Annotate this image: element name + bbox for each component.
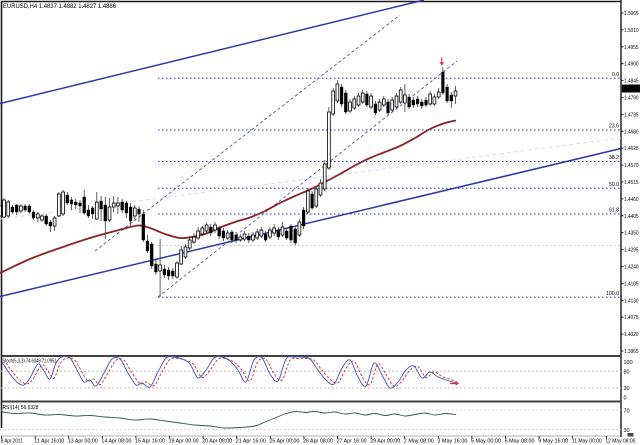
svg-text:EURUSD,H4 1.4837 1.4882 1.482: EURUSD,H4 1.4837 1.4882 1.4827 1.4866 <box>3 3 116 10</box>
svg-text:11 May 00:00: 11 May 00:00 <box>572 439 602 445</box>
svg-text:1.4845: 1.4845 <box>624 79 639 85</box>
svg-text:1.4075: 1.4075 <box>624 315 639 321</box>
svg-text:0: 0 <box>624 396 627 402</box>
svg-text:RSI(14) 56.6328: RSI(14) 56.6328 <box>3 405 39 411</box>
svg-text:100: 100 <box>624 360 633 366</box>
svg-text:23.6: 23.6 <box>609 124 619 130</box>
svg-text:Stoch(5,3,3) 74.6049 71.0951: Stoch(5,3,3) 74.6049 71.0951 <box>3 359 57 365</box>
svg-text:21 Apr 16:00: 21 Apr 16:00 <box>236 439 266 445</box>
svg-text:27 Apr 16:00: 27 Apr 16:00 <box>337 439 367 445</box>
svg-text:13 Apr 00:00: 13 Apr 00:00 <box>68 439 98 445</box>
svg-text:1.4185: 1.4185 <box>624 281 639 287</box>
svg-text:19 Apr 00:00: 19 Apr 00:00 <box>169 439 199 445</box>
svg-text:1.3965: 1.3965 <box>624 349 639 355</box>
svg-text:80: 80 <box>624 369 630 375</box>
svg-text:1.4570: 1.4570 <box>624 163 639 169</box>
svg-text:1.5065: 1.5065 <box>624 11 639 17</box>
svg-text:29 Apr 00:00: 29 Apr 00:00 <box>370 439 400 445</box>
svg-text:9 May 16:00: 9 May 16:00 <box>538 439 568 445</box>
svg-text:1.5010: 1.5010 <box>624 28 639 34</box>
svg-text:1.4790: 1.4790 <box>624 96 639 102</box>
svg-text:30: 30 <box>624 428 630 434</box>
svg-text:1.4515: 1.4515 <box>624 180 639 186</box>
svg-text:1.4900: 1.4900 <box>624 62 639 68</box>
svg-text:0.0: 0.0 <box>612 72 619 78</box>
svg-text:8 Apr 2011: 8 Apr 2011 <box>1 439 23 445</box>
svg-text:1.4405: 1.4405 <box>624 214 639 220</box>
svg-text:1.4240: 1.4240 <box>624 265 639 271</box>
svg-text:50.0: 50.0 <box>609 182 619 188</box>
svg-text:5 May 00:00: 5 May 00:00 <box>471 439 501 445</box>
svg-text:12 May 08:00: 12 May 08:00 <box>605 439 635 445</box>
svg-text:26 Apr 08:00: 26 Apr 08:00 <box>303 439 333 445</box>
svg-text:6 May 08:00: 6 May 08:00 <box>505 439 535 445</box>
svg-text:100.0: 100.0 <box>606 291 619 297</box>
svg-text:3 May 16:00: 3 May 16:00 <box>437 439 467 445</box>
svg-text:1.4680: 1.4680 <box>624 129 639 135</box>
svg-text:1.4020: 1.4020 <box>624 332 639 338</box>
svg-text:11 Apr 16:00: 11 Apr 16:00 <box>34 439 64 445</box>
svg-text:1.4955: 1.4955 <box>624 45 639 51</box>
svg-text:1.4625: 1.4625 <box>624 146 639 152</box>
svg-text:20 Apr 08:00: 20 Apr 08:00 <box>202 439 232 445</box>
svg-text:61.8: 61.8 <box>609 208 619 214</box>
svg-text:25 Apr 00:00: 25 Apr 00:00 <box>269 439 299 445</box>
svg-text:2 May 08:00: 2 May 08:00 <box>404 439 434 445</box>
svg-text:1.4350: 1.4350 <box>624 231 639 237</box>
svg-text:1.4130: 1.4130 <box>624 298 639 304</box>
svg-text:15 Apr 16:00: 15 Apr 16:00 <box>135 439 165 445</box>
svg-text:1.4864: 1.4864 <box>624 87 639 93</box>
svg-text:1.4735: 1.4735 <box>624 112 639 118</box>
svg-text:1.4295: 1.4295 <box>624 248 639 254</box>
svg-text:20: 20 <box>624 386 630 392</box>
svg-text:70: 70 <box>624 409 630 415</box>
svg-text:38.2: 38.2 <box>609 155 619 161</box>
svg-text:14 Apr 08:00: 14 Apr 08:00 <box>101 439 131 445</box>
svg-text:1.4460: 1.4460 <box>624 197 639 203</box>
